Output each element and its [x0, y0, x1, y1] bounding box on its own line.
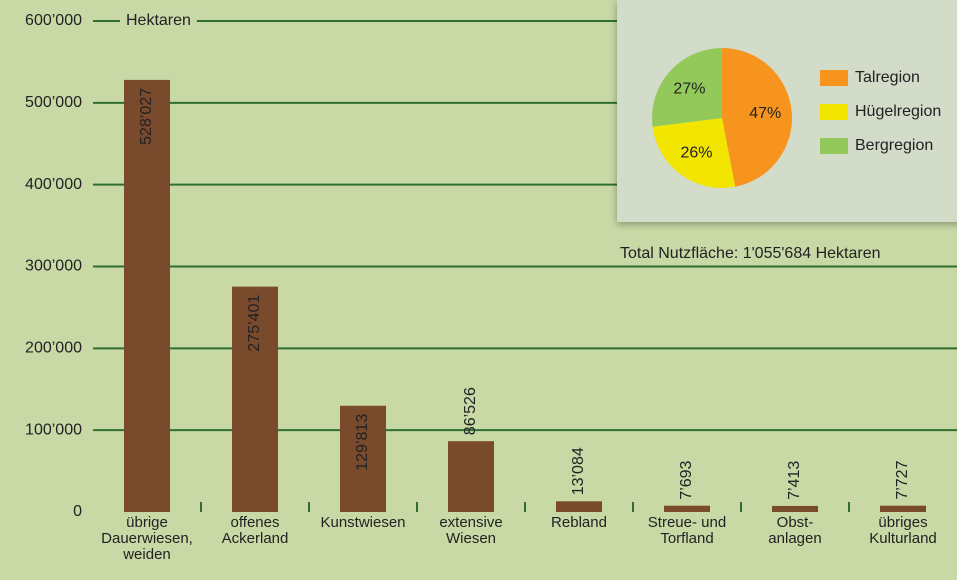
bar [880, 505, 926, 512]
x-tick-label: extensive Wiesen [439, 514, 503, 547]
value-label: 275’401 [246, 295, 263, 352]
x-tick-label: Rebland [551, 514, 607, 531]
y-tick-label: 500’000 [25, 94, 82, 111]
value-label: 7’413 [786, 461, 803, 500]
x-tick-label: Streue- und Torfland [647, 514, 727, 547]
pie-slice [652, 118, 736, 188]
legend-label: Bergregion [855, 137, 933, 154]
value-label: 86’526 [462, 387, 479, 435]
legend-label: Hügelregion [855, 103, 941, 120]
y-tick-label: 0 [73, 503, 82, 520]
x-tick-label: übriges Kulturland [869, 514, 937, 547]
y-tick-label: 100’000 [25, 421, 82, 438]
y-tick-label: 200’000 [25, 340, 82, 357]
bar [664, 505, 710, 512]
x-tick-label: offenes Ackerland [221, 514, 289, 547]
bar [232, 286, 278, 512]
value-label: 13’084 [570, 447, 587, 495]
bar [448, 441, 494, 512]
bar [556, 501, 602, 512]
y-axis-label: Hektaren [126, 12, 191, 29]
label-bg [120, 12, 197, 30]
value-label: 7’727 [894, 460, 911, 499]
bar [772, 505, 818, 512]
legend-swatch [820, 104, 848, 120]
x-tick-label: Obst- anlagen [768, 514, 822, 547]
value-label: 7’693 [678, 460, 695, 499]
x-tick-label: Kunstwiesen [320, 514, 406, 531]
bar [124, 79, 170, 513]
legend-swatch [820, 70, 848, 86]
pie-slice [722, 48, 792, 187]
note: Total Nutzfläche: 1'055'684 Hektaren [620, 245, 881, 262]
slice-label: 47% [749, 105, 781, 122]
y-tick-label: 300’000 [25, 258, 82, 275]
legend-label: Talregion [855, 69, 920, 86]
legend-swatch [820, 138, 848, 154]
value-label: 129’813 [354, 414, 371, 471]
x-tick-label: übrige Dauerwiesen, weiden [101, 514, 193, 563]
slice-label: 27% [673, 81, 705, 98]
y-tick-label: 600’000 [25, 12, 82, 29]
pie-slice [651, 48, 722, 127]
value-label: 528’027 [138, 88, 155, 145]
bar [340, 405, 386, 512]
slice-label: 26% [680, 144, 712, 161]
y-tick-label: 400’000 [25, 176, 82, 193]
